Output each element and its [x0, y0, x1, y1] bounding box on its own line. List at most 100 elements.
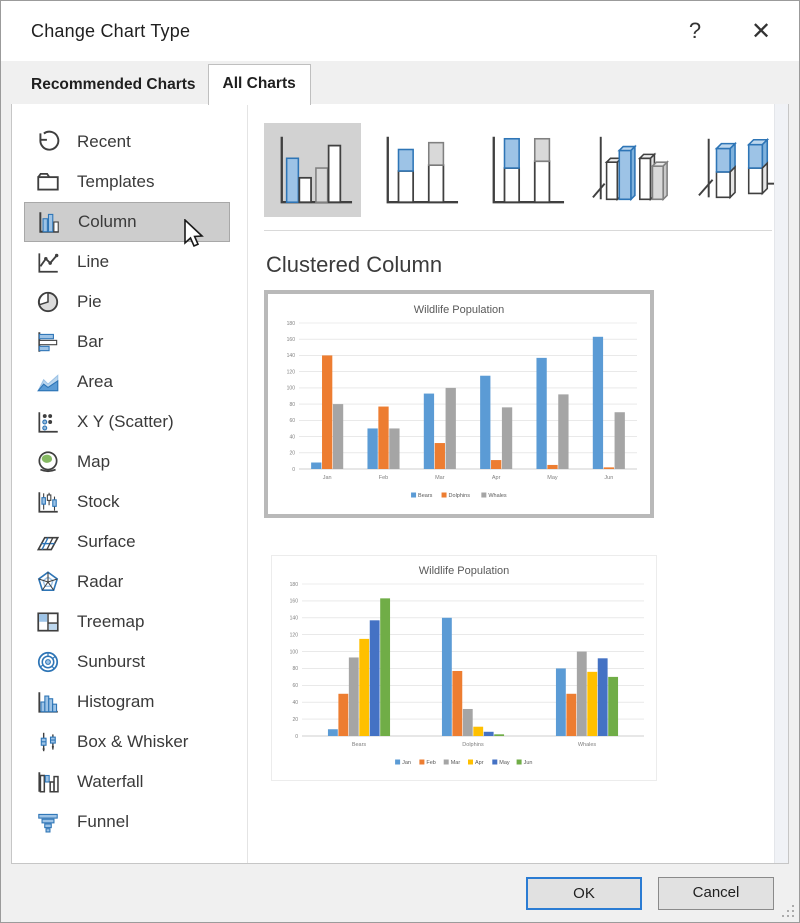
100-percent-stacked-column-icon — [492, 136, 564, 204]
boxwhisker-icon — [34, 729, 61, 756]
radar-icon — [34, 569, 61, 596]
surface-icon — [34, 529, 61, 556]
sidebar-item-label: Histogram — [77, 692, 155, 711]
dialog-titlebar: Change Chart Type ? ✕ — [1, 1, 799, 61]
svg-text:Mar: Mar — [451, 760, 461, 766]
stock-icon — [34, 489, 61, 516]
variant-thumbnails — [264, 123, 788, 217]
templates-icon — [34, 169, 61, 196]
histogram-icon — [34, 689, 61, 716]
resize-grip-icon[interactable] — [782, 905, 796, 919]
svg-text:Feb: Feb — [426, 760, 435, 766]
scatter-icon — [34, 409, 61, 436]
chart-type-sidebar: Recent Templates Column Line Pie Bar Area X Y (… — [12, 104, 248, 863]
svg-text:180: 180 — [290, 582, 299, 588]
variant-heading: Clustered Column — [266, 252, 443, 277]
sidebar-item-map[interactable]: Map — [24, 442, 230, 482]
svg-text:160: 160 — [287, 337, 296, 343]
sidebar-item-label: Map — [77, 452, 111, 471]
area-icon — [34, 369, 61, 396]
help-icon[interactable]: ? — [688, 18, 702, 43]
svg-text:Mar: Mar — [435, 475, 445, 481]
svg-text:Dolphins: Dolphins — [462, 742, 484, 748]
ok-button[interactable]: OK — [526, 876, 642, 910]
svg-text:140: 140 — [287, 353, 296, 359]
svg-text:140: 140 — [290, 616, 299, 622]
tab-content: Recent Templates Column Line Pie Bar Area X Y (… — [11, 103, 789, 864]
titlebar-controls: ? ✕ — [667, 17, 799, 46]
3d-stacked-column-icon — [697, 137, 777, 200]
sidebar-item-column[interactable]: Column — [24, 202, 230, 242]
sidebar-item-label: Column — [78, 212, 137, 231]
svg-text:May: May — [547, 475, 558, 481]
sidebar-item-templates[interactable]: Templates — [24, 162, 230, 202]
cancel-button[interactable]: Cancel — [658, 876, 774, 910]
tab-strip: Recommended Charts All Charts — [1, 61, 799, 105]
scrollbar-track[interactable] — [774, 104, 788, 863]
tab-recommended-charts[interactable]: Recommended Charts — [31, 76, 196, 93]
thumbnail-clustered-column[interactable] — [264, 123, 361, 217]
sidebar-item-label: Radar — [77, 572, 124, 591]
gallery-divider — [264, 230, 772, 231]
treemap-icon — [34, 609, 61, 636]
sidebar-item-label: Waterfall — [77, 772, 144, 791]
sidebar-item-bar[interactable]: Bar — [24, 322, 230, 362]
chart-variant-panel: Clustered Column Wildlife Population 0 20 4… — [248, 104, 788, 863]
thumbnail-3d-stacked-column[interactable] — [688, 123, 785, 217]
svg-text:100: 100 — [287, 386, 296, 392]
svg-text:Jan: Jan — [402, 760, 411, 766]
close-icon[interactable]: ✕ — [750, 17, 772, 45]
svg-text:Jun: Jun — [604, 475, 613, 481]
sidebar-item-sunburst[interactable]: Sunburst — [24, 642, 230, 682]
sidebar-item-label: Templates — [77, 172, 155, 191]
waterfall-icon — [34, 769, 61, 796]
pie-icon — [34, 289, 61, 316]
sidebar-item-recent[interactable]: Recent — [24, 122, 230, 162]
svg-text:Wildlife Population: Wildlife Population — [419, 565, 510, 577]
thumbnail-100-percent-stacked-column[interactable] — [476, 123, 573, 217]
3d-clustered-column-icon — [591, 136, 669, 202]
svg-text:Feb: Feb — [379, 475, 388, 481]
svg-text:80: 80 — [289, 402, 295, 408]
sidebar-item-surface[interactable]: Surface — [24, 522, 230, 562]
sidebar-item-label: Surface — [77, 532, 136, 551]
sidebar-item-x-y-scatter[interactable]: X Y (Scatter) — [24, 402, 230, 442]
sidebar-item-box-whisker[interactable]: Box & Whisker — [24, 722, 230, 762]
svg-text:Wildlife Population: Wildlife Population — [414, 304, 505, 316]
svg-text:Bears: Bears — [352, 742, 367, 748]
dialog-footer: OK Cancel — [1, 864, 799, 922]
sidebar-item-pie[interactable]: Pie — [24, 282, 230, 322]
sidebar-item-radar[interactable]: Radar — [24, 562, 230, 602]
svg-text:Apr: Apr — [492, 475, 501, 481]
tab-all-charts[interactable]: All Charts — [207, 64, 311, 105]
sidebar-item-label: Pie — [77, 292, 102, 311]
svg-text:20: 20 — [289, 451, 295, 457]
sidebar-item-label: Sunburst — [77, 652, 146, 671]
sidebar-item-line[interactable]: Line — [24, 242, 230, 282]
svg-text:Apr: Apr — [475, 760, 484, 766]
sidebar-item-histogram[interactable]: Histogram — [24, 682, 230, 722]
svg-text:0: 0 — [292, 467, 295, 473]
column-icon — [35, 209, 62, 236]
svg-text:40: 40 — [292, 700, 298, 706]
stacked-column-icon — [386, 136, 458, 204]
chart-preview-secondary[interactable]: Wildlife Population 0 20 40 60 80 100 120 140 160… — [271, 555, 657, 781]
sidebar-item-treemap[interactable]: Treemap — [24, 602, 230, 642]
svg-text:60: 60 — [292, 683, 298, 689]
sidebar-item-stock[interactable]: Stock — [24, 482, 230, 522]
svg-text:Jan: Jan — [323, 475, 332, 481]
svg-text:Jun: Jun — [524, 760, 533, 766]
sidebar-item-label: Bar — [77, 332, 104, 351]
thumbnail-stacked-column[interactable] — [370, 123, 467, 217]
chart-preview-primary[interactable]: Wildlife Population 0 20 40 60 80 100 120 140 160… — [264, 290, 654, 518]
sidebar-item-area[interactable]: Area — [24, 362, 230, 402]
svg-text:120: 120 — [290, 632, 299, 638]
svg-text:100: 100 — [290, 649, 299, 655]
sidebar-item-waterfall[interactable]: Waterfall — [24, 762, 230, 802]
sidebar-item-funnel[interactable]: Funnel — [24, 802, 230, 842]
sidebar-item-label: Box & Whisker — [77, 732, 189, 751]
thumbnail-3d-clustered-column[interactable] — [582, 123, 679, 217]
map-icon — [34, 449, 61, 476]
svg-text:80: 80 — [292, 666, 298, 672]
